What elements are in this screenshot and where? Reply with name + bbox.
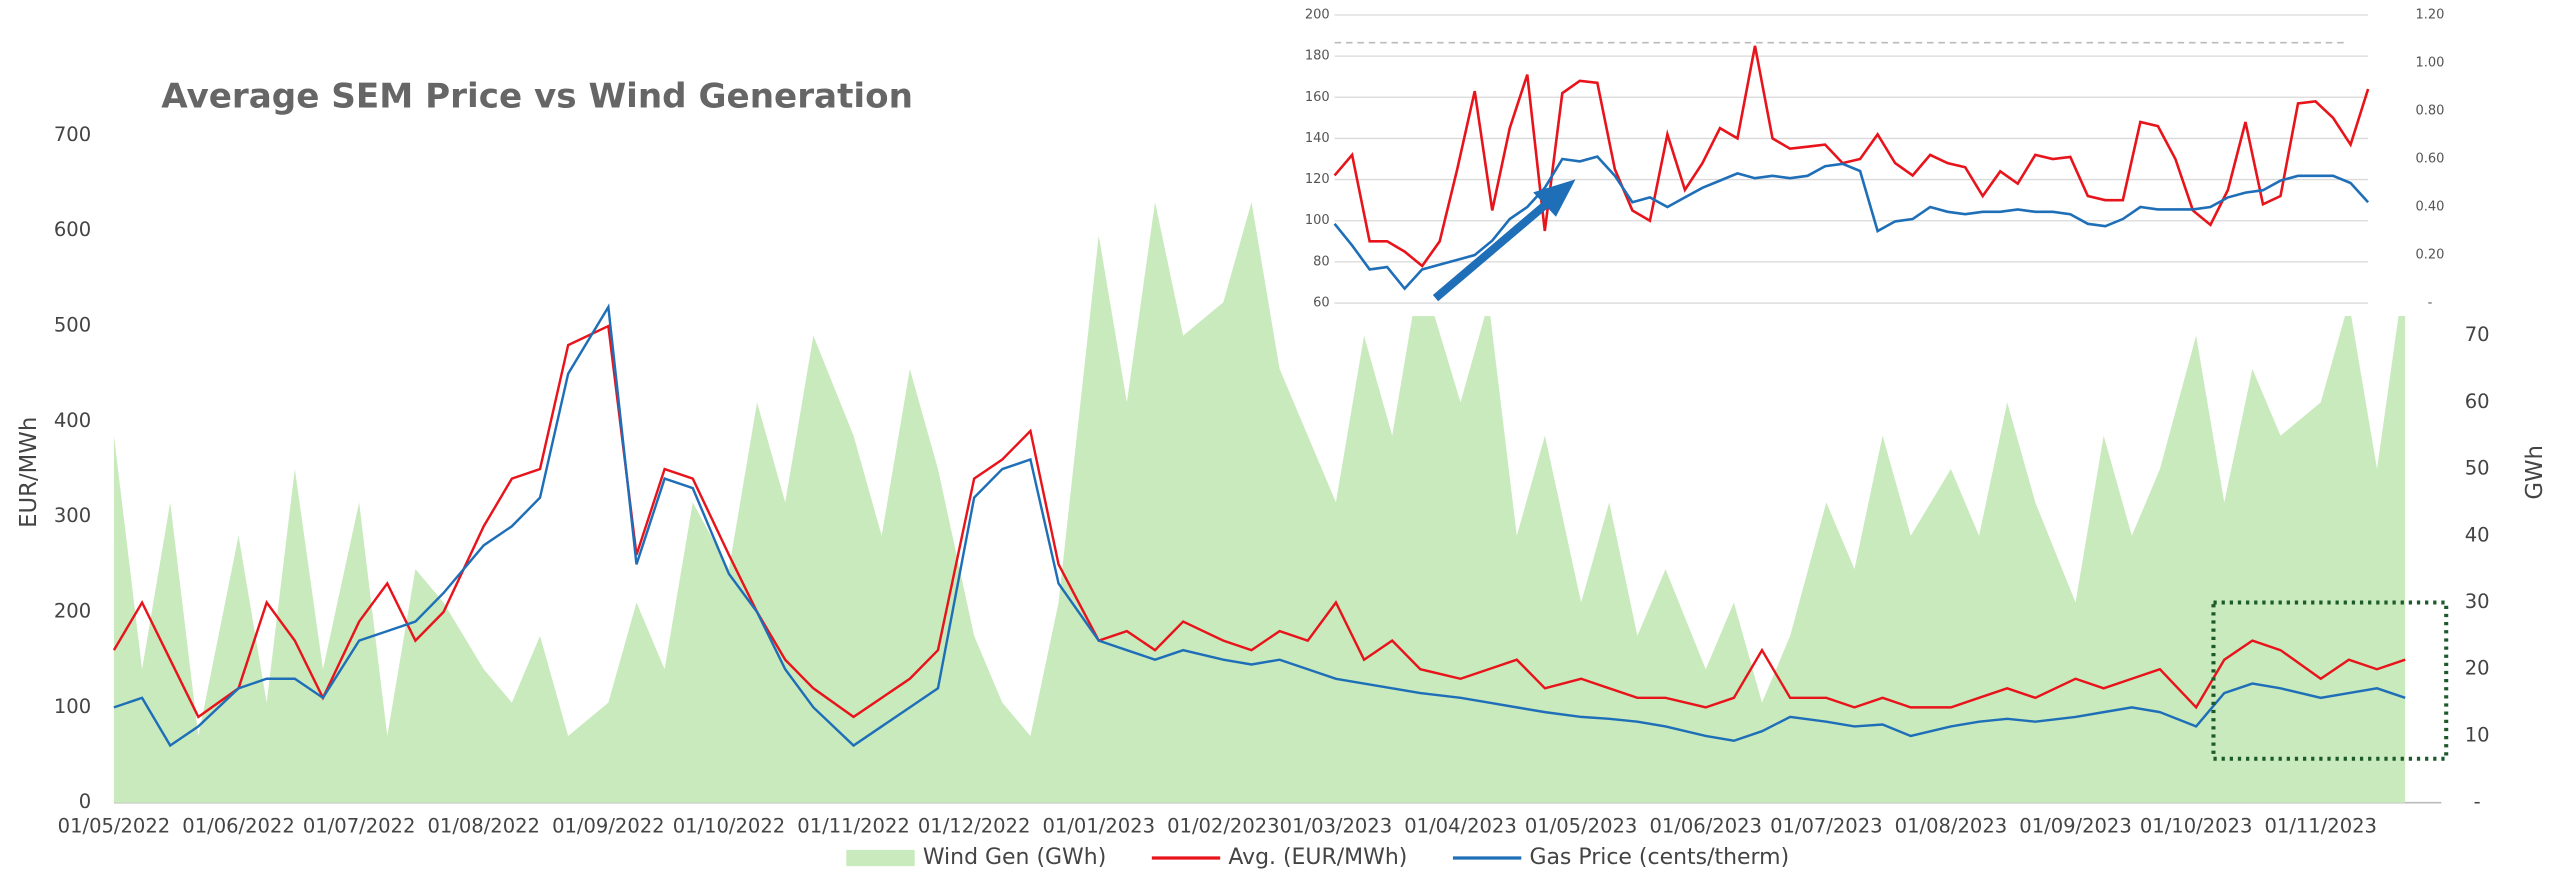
- x-tick-label: 01/07/2023: [1770, 815, 1882, 838]
- y-tick-label: 600: [54, 218, 91, 241]
- x-tick-label: 01/11/2023: [2264, 815, 2376, 838]
- highlight-box: [2211, 600, 2449, 761]
- wind-area: [113, 202, 2406, 803]
- y-tick-label: 120: [1305, 172, 1330, 187]
- x-tick-label: 01/12/2022: [918, 815, 1030, 838]
- y-tick-label: 300: [54, 504, 91, 527]
- annotations: [1432, 179, 2449, 761]
- x-tick-label: 01/05/2023: [1525, 815, 1637, 838]
- arrow-shaft: [1432, 194, 1557, 302]
- y-tick-label: 180: [1305, 49, 1330, 64]
- y-tick-label: 100: [1305, 213, 1330, 228]
- chart-title: Average SEM Price vs Wind Generation: [161, 76, 913, 116]
- inset-panel: [1293, 0, 2499, 317]
- y2-tick-label: 10: [2465, 723, 2490, 746]
- series-line: [1333, 155, 2370, 291]
- y-tick-label: 160: [1305, 90, 1330, 105]
- series-line: [113, 303, 2406, 748]
- y2-tick-label: 30: [2465, 590, 2490, 613]
- y-tick-label: 700: [54, 123, 91, 146]
- y2-tick-label: 0.60: [2415, 152, 2444, 167]
- series-line: [1333, 45, 2370, 268]
- y2-tick-label: 0.20: [2415, 248, 2444, 263]
- x-tick-label: 01/10/2022: [673, 815, 785, 838]
- y-tick-label: 60: [1313, 296, 1330, 311]
- y2-tick-label: -: [2428, 296, 2433, 311]
- y2-tick-label: 1.00: [2415, 55, 2444, 70]
- y-tick-label: 80: [1313, 254, 1330, 269]
- x-tick-label: 01/02/2023: [1167, 815, 1279, 838]
- y2-tick-label: 20: [2465, 657, 2490, 680]
- x-tick-label: 01/11/2022: [797, 815, 909, 838]
- x-tick-label: 01/08/2023: [1895, 815, 2007, 838]
- x-tick-label: 01/01/2023: [1043, 815, 1155, 838]
- y2-tick-label: 40: [2465, 523, 2490, 546]
- x-tick-label: 01/04/2023: [1404, 815, 1516, 838]
- y-tick-label: 140: [1305, 131, 1330, 146]
- inset-background: [1293, 0, 2499, 317]
- y-tick-label: 0: [79, 790, 91, 813]
- y2-axis-label: GWh: [2522, 445, 2548, 500]
- y2-tick-label: 60: [2465, 390, 2490, 413]
- legend-label: Gas Price (cents/therm): [1529, 845, 1789, 870]
- x-tick-label: 01/03/2023: [1280, 815, 1392, 838]
- y-tick-label: 100: [54, 695, 91, 718]
- arrow-head: [1533, 179, 1576, 217]
- x-tick-label: 01/05/2022: [58, 815, 170, 838]
- y2-tick-label: 0.40: [2415, 200, 2444, 215]
- legend-label: Wind Gen (GWh): [923, 845, 1106, 870]
- x-tick-label: 01/10/2023: [2140, 815, 2252, 838]
- y-tick-label: 500: [54, 314, 91, 337]
- y2-tick-label: 70: [2465, 323, 2490, 346]
- x-tick-label: 01/06/2022: [182, 815, 294, 838]
- series-line: [112, 324, 2406, 719]
- x-tick-label: 01/07/2022: [303, 815, 415, 838]
- legend-label: Avg. (EUR/MWh): [1228, 845, 1407, 870]
- y2-tick-label: 1.20: [2415, 7, 2444, 22]
- inset-chart: 60 80 100 120 140 160 180 200 - 0.20 0.40 0.60 0.80 1…: [1305, 7, 2445, 310]
- y2-tick-label: 0.80: [2415, 103, 2444, 118]
- x-tick-label: 01/09/2023: [2019, 815, 2131, 838]
- main-chart: Average SEM Price vs Wind Generation EUR…: [16, 76, 2548, 870]
- y2-tick-label: 50: [2465, 457, 2490, 480]
- y-tick-label: 200: [1305, 7, 1330, 22]
- y2-tick-label: -: [2474, 790, 2481, 813]
- x-tick-label: 01/09/2022: [552, 815, 664, 838]
- legend-swatch: [846, 849, 915, 867]
- y-tick-label: 400: [54, 409, 91, 432]
- x-tick-label: 01/08/2022: [427, 815, 539, 838]
- y-axis-label: EUR/MWh: [16, 417, 42, 528]
- x-tick-label: 01/06/2023: [1649, 815, 1761, 838]
- y-tick-label: 200: [54, 600, 91, 623]
